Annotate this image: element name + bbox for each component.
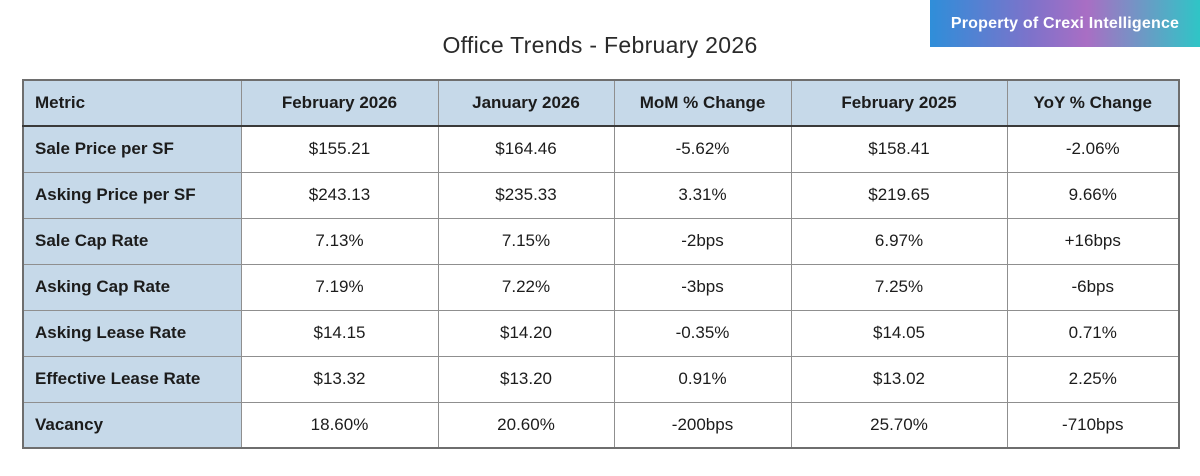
table-cell: 0.91% bbox=[613, 355, 792, 403]
table-cell: 2.25% bbox=[1006, 355, 1180, 403]
table-cell: 18.60% bbox=[240, 401, 439, 449]
table-cell: -710bps bbox=[1006, 401, 1180, 449]
table-cell: -5.62% bbox=[613, 125, 792, 173]
table-cell: $13.32 bbox=[240, 355, 439, 403]
table-cell: $219.65 bbox=[790, 171, 1008, 219]
header-row: Metric February 2026 January 2026 MoM % … bbox=[22, 79, 1180, 127]
table-cell: 7.15% bbox=[437, 217, 615, 265]
table-cell: $13.02 bbox=[790, 355, 1008, 403]
table-cell: 25.70% bbox=[790, 401, 1008, 449]
table-cell: 6.97% bbox=[790, 217, 1008, 265]
table-row-vacancy: Vacancy 18.60% 20.60% -200bps 25.70% -71… bbox=[22, 401, 1180, 449]
table-cell: 7.19% bbox=[240, 263, 439, 311]
table-row-asking-cap-rate: Asking Cap Rate 7.19% 7.22% -3bps 7.25% … bbox=[22, 263, 1180, 311]
table-cell: -6bps bbox=[1006, 263, 1180, 311]
office-trends-table: Metric February 2026 January 2026 MoM % … bbox=[22, 79, 1180, 449]
badge-label: Property of Crexi Intelligence bbox=[950, 14, 1180, 32]
column-header-january-2026: January 2026 bbox=[437, 79, 615, 127]
table-cell: +16bps bbox=[1006, 217, 1180, 265]
column-header-february-2025: February 2025 bbox=[790, 79, 1008, 127]
table-cell: 3.31% bbox=[613, 171, 792, 219]
table-cell: $14.20 bbox=[437, 309, 615, 357]
table-cell: -2.06% bbox=[1006, 125, 1180, 173]
table-cell: 7.25% bbox=[790, 263, 1008, 311]
column-header-february-2026: February 2026 bbox=[240, 79, 439, 127]
page-title: Office Trends - February 2026 bbox=[442, 32, 758, 58]
row-label: Vacancy bbox=[22, 401, 242, 449]
table-cell: 7.22% bbox=[437, 263, 615, 311]
row-label: Asking Cap Rate bbox=[22, 263, 242, 311]
table-cell: 7.13% bbox=[240, 217, 439, 265]
table-cell: -0.35% bbox=[613, 309, 792, 357]
table-cell: -2bps bbox=[613, 217, 792, 265]
table-row-effective-lease-rate: Effective Lease Rate $13.32 $13.20 0.91%… bbox=[22, 355, 1180, 403]
table-cell: 9.66% bbox=[1006, 171, 1180, 219]
table-cell: 0.71% bbox=[1006, 309, 1180, 357]
table-cell: $164.46 bbox=[437, 125, 615, 173]
table-cell: $243.13 bbox=[240, 171, 439, 219]
table-cell: -200bps bbox=[613, 401, 792, 449]
table-row-asking-price-per-sf: Asking Price per SF $243.13 $235.33 3.31… bbox=[22, 171, 1180, 219]
row-label: Sale Cap Rate bbox=[22, 217, 242, 265]
row-label: Effective Lease Rate bbox=[22, 355, 242, 403]
table-cell: $235.33 bbox=[437, 171, 615, 219]
crexi-intelligence-badge: Property of Crexi Intelligence bbox=[930, 0, 1200, 47]
table-cell: $155.21 bbox=[240, 125, 439, 173]
row-label: Asking Lease Rate bbox=[22, 309, 242, 357]
column-header-yoy-change: YoY % Change bbox=[1006, 79, 1180, 127]
table-cell: 20.60% bbox=[437, 401, 615, 449]
table-cell: -3bps bbox=[613, 263, 792, 311]
table-cell: $14.05 bbox=[790, 309, 1008, 357]
column-header-mom-change: MoM % Change bbox=[613, 79, 792, 127]
table-row-sale-price-per-sf: Sale Price per SF $155.21 $164.46 -5.62%… bbox=[22, 125, 1180, 173]
table-row-sale-cap-rate: Sale Cap Rate 7.13% 7.15% -2bps 6.97% +1… bbox=[22, 217, 1180, 265]
row-label: Sale Price per SF bbox=[22, 125, 242, 173]
table-cell: $13.20 bbox=[437, 355, 615, 403]
column-header-metric: Metric bbox=[22, 79, 242, 127]
table-row-asking-lease-rate: Asking Lease Rate $14.15 $14.20 -0.35% $… bbox=[22, 309, 1180, 357]
table-cell: $158.41 bbox=[790, 125, 1008, 173]
row-label: Asking Price per SF bbox=[22, 171, 242, 219]
table-cell: $14.15 bbox=[240, 309, 439, 357]
